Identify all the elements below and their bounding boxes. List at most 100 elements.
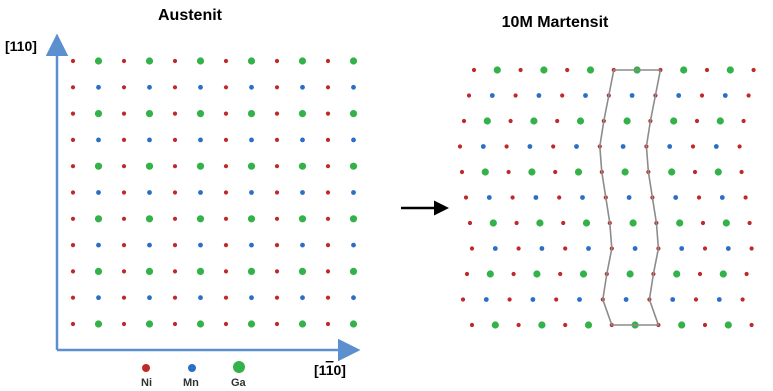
martensite-atom-ni <box>511 271 516 277</box>
austenite-atom-mn <box>96 137 101 143</box>
martensite-atom-mn <box>533 195 539 200</box>
austenite-atom-ga <box>196 57 205 65</box>
martensite-atom-ni <box>460 297 466 302</box>
austenite-atom-ni <box>172 321 178 327</box>
austenite-atom-ga <box>298 110 307 118</box>
austenite-atom-ni <box>172 243 178 248</box>
austenite-atom-mn <box>198 137 203 143</box>
austenite-atom-ga <box>94 110 103 118</box>
martensite-atom-ga <box>533 270 541 278</box>
austenite-atom-mn <box>249 137 254 143</box>
austenite-atom-mn <box>198 295 203 301</box>
austenite-atom-ga <box>196 162 205 170</box>
austenite-atom-mn <box>300 190 305 195</box>
martensite-atom-ni <box>743 195 748 200</box>
martensite-atom-ni <box>563 246 568 251</box>
austenite-atom-ni <box>70 269 76 274</box>
martensite-atom-ni <box>744 271 749 277</box>
martensite-atom-mn <box>676 93 682 98</box>
austenite-atom-ni <box>70 216 76 221</box>
austenite-atom-ni <box>274 85 280 90</box>
austenite-atom-ga <box>145 320 154 328</box>
martensite-atom-ni <box>507 297 512 302</box>
austenite-atom-ni <box>70 164 76 169</box>
martensite-atom-mn <box>670 297 676 302</box>
austenite-atom-mn <box>249 84 254 90</box>
x-axis-label-suffix: 0] <box>333 362 345 378</box>
x-axis-label-bar: 1 <box>326 362 334 378</box>
martensite-atom-mn <box>719 195 725 200</box>
martensite-atom-ni <box>504 144 509 149</box>
martensite-atom-mn <box>679 246 685 251</box>
austenite-atom-mn <box>351 190 356 195</box>
austenite-atom-mn <box>351 295 356 301</box>
martensite-atom-ni <box>506 169 511 175</box>
austenite-atom-ga <box>349 57 358 65</box>
austenite-atom-ni <box>325 85 331 90</box>
austenite-atom-ni <box>325 243 331 248</box>
martensite-atom-ni <box>702 322 708 328</box>
martensite-atom-ni <box>518 67 523 73</box>
austenite-atom-mn <box>249 295 254 301</box>
austenite-atom-ni <box>325 164 331 169</box>
martensite-atom-ni <box>461 118 467 124</box>
martensite-atom-ga <box>579 270 588 278</box>
legend-ni-dot <box>142 364 150 372</box>
martensite-atom-ni <box>554 297 559 302</box>
martensite-atom-ni <box>558 271 563 277</box>
martensite-atom-mn <box>574 144 579 149</box>
austenite-atom-ni <box>325 111 331 116</box>
austenite-atom-ni <box>172 85 178 90</box>
martensite-atom-mn <box>489 93 495 98</box>
martensite-atom-ni <box>469 322 475 328</box>
martensite-atom-ni <box>464 271 470 277</box>
martensite-atom-mn <box>725 246 731 251</box>
martensite-atom-ga <box>584 321 593 329</box>
austenite-atom-ga <box>247 162 256 170</box>
martensite-atom-ni <box>737 144 742 149</box>
martensite-atom-mn <box>620 144 626 149</box>
austenite-atom-mn <box>351 242 356 248</box>
x-axis-label-prefix: [1 <box>314 362 327 378</box>
austenite-atom-ga <box>94 57 103 65</box>
austenite-atom-ni <box>70 111 76 116</box>
legend: Ni Mn Ga <box>141 361 247 389</box>
austenite-atom-ni <box>223 58 229 64</box>
martensite-atom-ga <box>576 117 585 125</box>
martensite-atom-ni <box>693 297 699 302</box>
austenite-atom-ga <box>298 162 307 170</box>
austenite-atom-ni <box>274 190 280 195</box>
austenite-atom-ga <box>349 162 358 170</box>
martensite-atom-ni <box>466 93 472 98</box>
austenite-atom-ni <box>121 295 127 300</box>
martensite-atom-mn <box>722 93 728 98</box>
austenite-atom-ni <box>172 216 178 221</box>
austenite-atom-ni <box>223 216 229 221</box>
martensite-lattice <box>457 66 756 329</box>
austenite-atom-ga <box>94 215 103 223</box>
austenite-atom-ni <box>325 137 331 142</box>
martensite-atom-ga <box>582 219 591 227</box>
martensite-atom-ga <box>724 321 732 329</box>
martensite-atom-ga <box>722 219 730 227</box>
austenite-atom-ni <box>121 243 127 248</box>
martensite-atom-mn <box>483 297 489 302</box>
austenite-atom-mn <box>249 242 254 248</box>
austenite-atom-ga <box>145 162 154 170</box>
martensite-atom-ni <box>463 195 469 200</box>
martensite-title: 10M Martensit <box>502 14 609 31</box>
martensite-atom-ga <box>491 321 499 329</box>
austenite-atom-mn <box>300 137 305 143</box>
austenite-atom-mn <box>198 84 203 90</box>
austenite-atom-mn <box>147 242 152 248</box>
austenite-atom-ni <box>172 269 178 274</box>
martensite-atom-ni <box>740 297 745 302</box>
y-axis-label: [110] <box>5 38 37 54</box>
martensite-atom-mn <box>577 297 582 302</box>
martensite-atom-ni <box>457 144 463 149</box>
martensite-atom-ni <box>467 220 473 226</box>
austenite-atom-ni <box>70 321 76 327</box>
austenite-atom-ga <box>298 215 307 223</box>
austenite-atom-ga <box>247 57 256 65</box>
austenite-atom-ga <box>196 320 205 328</box>
